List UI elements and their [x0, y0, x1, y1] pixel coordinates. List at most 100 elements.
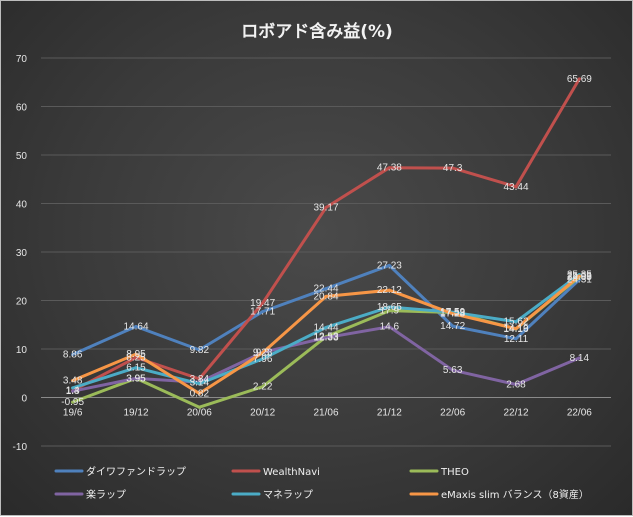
data-label: 17.71	[250, 307, 275, 318]
data-label: 27.23	[377, 260, 402, 271]
data-point	[387, 263, 391, 267]
data-point	[197, 405, 201, 409]
x-tick-label: 21/06	[313, 408, 338, 419]
data-point	[451, 312, 455, 316]
y-tick-label: 40	[16, 200, 28, 211]
data-point	[324, 206, 328, 210]
data-label: 17.59	[440, 307, 465, 318]
data-label: 14.19	[503, 324, 528, 335]
gridlines	[41, 57, 611, 447]
x-tick-label: 21/12	[377, 408, 402, 419]
data-point	[577, 77, 581, 81]
data-point	[514, 327, 518, 331]
data-label: 8.95	[126, 349, 146, 360]
data-label: 22.44	[313, 284, 338, 295]
data-label: 5.63	[443, 365, 463, 376]
data-label: 25.35	[567, 270, 592, 281]
data-point	[387, 288, 391, 292]
data-label: 17.9	[380, 306, 400, 317]
data-label: 65.69	[567, 74, 592, 85]
legend-label: ダイワファンドラップ	[86, 465, 186, 478]
data-label: 8.25	[126, 352, 146, 363]
data-point	[261, 357, 265, 361]
data-point	[324, 336, 328, 340]
data-point	[134, 376, 138, 380]
data-point	[134, 352, 138, 356]
data-point	[577, 274, 581, 278]
data-label: 24.31	[567, 275, 592, 286]
series-lines	[71, 77, 581, 409]
legend-label: 楽ラップ	[86, 488, 126, 501]
data-label: 47.38	[377, 163, 402, 174]
y-tick-label: -10	[13, 442, 28, 453]
y-tick-label: 70	[16, 54, 28, 65]
data-label: 14.72	[440, 321, 465, 332]
data-label: 14.6	[380, 322, 400, 333]
data-label: 9.82	[190, 345, 210, 356]
data-point	[324, 294, 328, 298]
data-label: 3.95	[126, 373, 146, 384]
legend-label: WealthNavi	[263, 467, 320, 478]
data-label: 39.17	[313, 203, 338, 214]
data-label: 47.3	[443, 163, 463, 174]
legend: ダイワファンドラップ WealthNavi THEO 楽ラップ マネラップ eMaxis …	[54, 465, 589, 501]
data-label: 18.65	[377, 302, 402, 313]
y-tick-label: 10	[16, 345, 28, 356]
data-label: 12.33	[313, 333, 338, 344]
data-point	[261, 351, 265, 355]
data-label: 14.16	[503, 324, 528, 335]
x-tick-label: 20/06	[187, 408, 212, 419]
data-point	[324, 325, 328, 329]
data-point	[324, 287, 328, 291]
y-tick-label: 20	[16, 297, 28, 308]
data-label: 2.22	[253, 382, 273, 393]
data-point	[387, 305, 391, 309]
data-point	[71, 400, 75, 404]
data-point	[451, 324, 455, 328]
y-axis-ticks: -10 0 10 20 30 40 50 60 70	[13, 54, 28, 453]
data-label: 1.3	[66, 386, 80, 397]
data-label: 1.4	[66, 386, 80, 397]
chart-title: ロボアド含み益(%)	[241, 21, 393, 42]
data-point	[387, 166, 391, 170]
data-point	[514, 320, 518, 324]
data-point	[71, 389, 75, 393]
legend-label: マネラップ	[263, 489, 313, 501]
data-label: 14.44	[313, 322, 338, 333]
data-label: 43.44	[503, 182, 528, 193]
data-point	[261, 301, 265, 305]
data-point	[387, 325, 391, 329]
data-label: 22.12	[377, 285, 402, 296]
data-point	[71, 379, 75, 383]
data-point	[197, 392, 201, 396]
data-label: 14.64	[123, 321, 148, 332]
y-tick-label: 0	[21, 394, 27, 405]
data-point	[197, 348, 201, 352]
x-tick-label: 22/06	[567, 408, 592, 419]
legend-label: THEO	[440, 467, 469, 478]
data-point	[134, 324, 138, 328]
data-label: 17.53	[440, 307, 465, 318]
data-label: 15.62	[503, 317, 528, 328]
data-point	[197, 377, 201, 381]
data-point	[71, 353, 75, 357]
data-label: 9.3	[256, 347, 270, 358]
data-point	[514, 383, 518, 387]
y-tick-label: 30	[16, 248, 28, 259]
data-label: 19.47	[250, 298, 275, 309]
data-point	[134, 366, 138, 370]
data-label: 7.96	[253, 354, 273, 365]
data-label: 0.82	[190, 389, 210, 400]
x-tick-label: 19/6	[63, 408, 83, 419]
data-point	[387, 309, 391, 313]
x-axis-ticks: 19/6 19/12 20/06 20/12 21/06 21/12 22/06 22/12 2…	[63, 408, 592, 419]
x-tick-label: 22/12	[503, 408, 528, 419]
data-labels: 8.86 14.64 9.82 17.71 22.44 27.23 14.72 12.11 24…	[61, 74, 592, 408]
data-label: 9.23	[253, 348, 273, 359]
data-point	[514, 337, 518, 341]
data-label: 3.84	[190, 374, 210, 385]
y-tick-label: 60	[16, 103, 28, 114]
data-point	[451, 368, 455, 372]
